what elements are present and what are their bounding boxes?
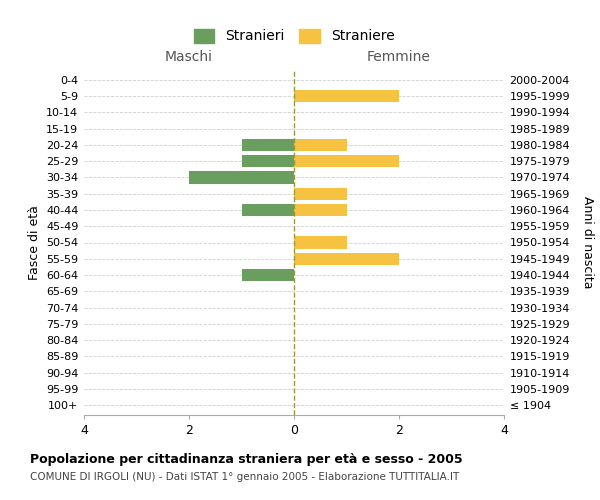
Text: COMUNE DI IRGOLI (NU) - Dati ISTAT 1° gennaio 2005 - Elaborazione TUTTITALIA.IT: COMUNE DI IRGOLI (NU) - Dati ISTAT 1° ge… [30, 472, 459, 482]
Bar [241, 155, 294, 167]
Text: Femmine: Femmine [367, 50, 431, 64]
Y-axis label: Fasce di età: Fasce di età [28, 205, 41, 280]
Text: Popolazione per cittadinanza straniera per età e sesso - 2005: Popolazione per cittadinanza straniera p… [30, 452, 463, 466]
Bar [294, 236, 347, 248]
Bar [294, 90, 399, 102]
Y-axis label: Anni di nascita: Anni di nascita [581, 196, 594, 289]
Bar [294, 204, 347, 216]
Bar [241, 204, 294, 216]
Bar [294, 252, 399, 265]
Bar [241, 269, 294, 281]
Legend: Stranieri, Straniere: Stranieri, Straniere [187, 22, 401, 50]
Bar [294, 188, 347, 200]
Bar [294, 139, 347, 151]
Bar [241, 139, 294, 151]
Text: Maschi: Maschi [165, 50, 213, 64]
Bar [294, 155, 399, 167]
Bar [189, 172, 294, 183]
